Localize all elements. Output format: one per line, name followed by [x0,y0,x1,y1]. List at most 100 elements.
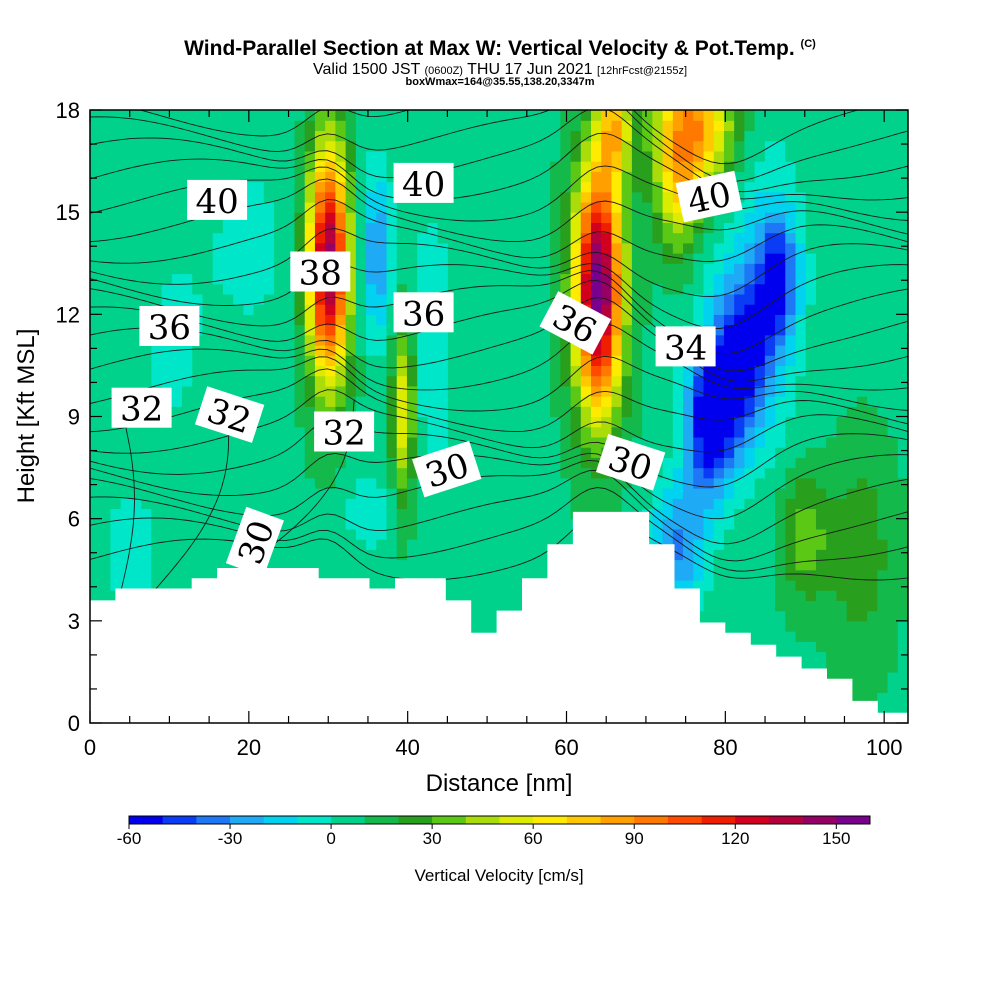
w-cell [182,365,193,377]
w-cell [897,539,908,550]
w-cell [499,181,510,193]
w-cell [785,191,797,203]
w-cell [406,130,418,142]
w-cell [815,610,827,622]
w-cell [120,150,132,162]
w-cell [304,314,316,326]
w-cell [355,518,367,530]
w-cell [253,324,265,336]
w-cell [468,161,480,172]
w-cell [703,375,715,387]
w-cell [601,201,613,213]
w-cell [805,212,817,223]
w-cell [631,324,643,336]
w-cell [672,579,684,591]
w-cell [233,324,244,336]
w-cell [447,273,459,285]
w-cell [570,242,582,254]
w-cell [877,314,889,326]
w-cell [171,140,183,152]
w-cell [212,436,224,448]
w-cell [120,579,132,591]
w-cell [539,467,551,479]
w-cell [887,110,899,121]
w-cell [529,212,541,223]
contour-label: 34 [655,326,716,368]
w-cell [427,406,439,418]
w-cell [284,263,296,275]
w-cell [631,355,643,367]
w-cell [775,569,786,581]
w-cell [141,528,152,540]
w-cell [856,661,868,673]
w-cell [744,365,756,377]
w-cell [141,477,152,489]
w-cell [243,488,255,499]
w-cell [427,396,439,407]
w-cell [560,457,572,469]
w-cell [877,467,889,479]
w-cell [723,293,735,305]
w-cell [427,283,439,295]
w-cell [877,324,889,336]
w-cell [539,498,551,510]
w-cell [233,232,244,244]
w-cell [570,171,582,183]
w-cell [744,334,756,346]
w-cell [580,191,592,203]
w-cell [764,365,776,377]
w-cell [591,477,602,489]
w-cell [734,590,745,601]
w-cell [744,620,756,632]
w-cell [274,324,285,336]
w-cell [468,600,480,612]
w-cell [570,375,582,387]
w-cell [90,191,101,203]
w-cell [672,253,684,264]
isentrope-line [90,228,908,298]
w-cell [509,436,521,448]
w-cell [856,539,868,550]
w-cell [846,416,858,428]
w-cell [519,283,531,295]
w-cell [672,130,684,142]
w-cell [826,324,838,336]
w-cell [233,293,244,305]
w-cell [621,488,633,499]
w-cell [744,590,756,601]
w-cell [284,498,296,510]
w-cell [355,549,367,561]
w-cell [877,528,889,540]
w-cell [161,559,173,571]
w-cell [662,508,674,520]
w-cell [212,150,224,162]
w-cell [601,334,613,346]
w-cell [867,222,878,234]
w-cell [856,610,868,622]
w-cell [734,232,745,244]
w-cell [345,467,357,479]
w-cell [161,436,173,448]
w-cell [355,569,367,581]
w-cell [662,467,674,479]
w-cell [713,539,725,550]
w-cell [815,385,827,397]
w-cell [110,171,122,183]
w-cell [284,549,296,561]
w-cell [406,549,418,561]
w-cell [468,385,480,397]
w-cell [580,355,592,367]
w-cell [877,682,889,693]
w-cell [621,212,633,223]
w-cell [703,416,715,428]
isentrope-line [90,452,908,520]
w-cell [713,334,725,346]
w-cell [713,110,725,121]
w-cell [877,569,889,581]
contour-label: 36 [393,292,454,334]
w-cell [90,365,101,377]
w-cell [499,110,510,121]
w-cell [366,375,377,387]
w-cell [723,559,735,571]
w-cell [723,110,735,121]
